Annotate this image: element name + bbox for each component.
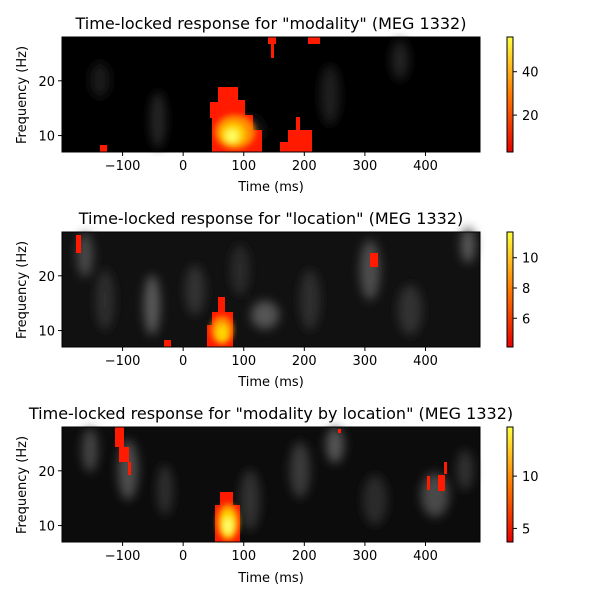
- heatmap-area: [62, 427, 480, 542]
- x-tick-label: 200: [292, 549, 317, 564]
- x-tick-label: 0: [179, 354, 187, 369]
- significant-region: [280, 117, 312, 152]
- x-tick-label: 200: [292, 159, 317, 174]
- significant-region: [164, 340, 171, 347]
- chart-title: Time-locked response for "modality" (MEG…: [75, 14, 467, 33]
- x-tick-label: 400: [413, 159, 438, 174]
- heatmap-area: [62, 227, 480, 347]
- x-axis: −100 0 100 200 300 400: [105, 542, 438, 564]
- y-tick-label: 20: [38, 75, 55, 90]
- y-tick-label: 10: [38, 130, 55, 145]
- plot-frame: [61, 231, 481, 348]
- y-tick-label: 20: [38, 465, 55, 480]
- y-axis: 10 20: [38, 270, 62, 340]
- y-axis-label: Frequency (Hz): [15, 436, 30, 534]
- x-axis-label: Time (ms): [237, 375, 304, 390]
- chart-title: Time-locked response for "modality by lo…: [28, 404, 513, 423]
- significant-region: [215, 492, 240, 542]
- x-tick-label: −100: [105, 354, 141, 369]
- x-tick-label: 200: [292, 354, 317, 369]
- x-tick-label: −100: [105, 549, 141, 564]
- x-tick-label: 100: [231, 549, 256, 564]
- significant-region: [207, 297, 233, 347]
- significant-region: [427, 462, 447, 491]
- y-axis-label: Frequency (Hz): [15, 241, 30, 339]
- y-axis: 10 20: [38, 465, 62, 535]
- y-tick-label: 10: [38, 520, 55, 535]
- panel-location: Time-locked response for "location" (MEG…: [15, 209, 539, 390]
- x-tick-label: 300: [352, 159, 377, 174]
- x-tick-label: 100: [231, 354, 256, 369]
- significant-region: [338, 429, 341, 433]
- y-axis-label: Frequency (Hz): [15, 46, 30, 144]
- x-axis-label: Time (ms): [237, 571, 304, 586]
- significant-region: [100, 145, 107, 152]
- colorbar-gradient: [506, 36, 514, 153]
- colorbar-gradient: [506, 231, 514, 348]
- significant-region: [76, 235, 81, 253]
- y-axis: 10 20: [38, 75, 62, 145]
- x-tick-label: −100: [105, 159, 141, 174]
- x-tick-label: 400: [413, 354, 438, 369]
- significant-region: [210, 87, 262, 152]
- colorbar-tick-label: 6: [522, 312, 530, 327]
- plot-frame: [61, 426, 481, 543]
- colorbar-tick-label: 10: [522, 470, 539, 485]
- x-tick-label: 100: [231, 159, 256, 174]
- x-axis: −100 0 100 200 300 400: [105, 347, 438, 369]
- panel-modality-by-location: Time-locked response for "modality by lo…: [15, 404, 539, 586]
- significant-region: [370, 253, 378, 267]
- colorbar-gradient: [506, 426, 514, 543]
- x-tick-label: 400: [413, 549, 438, 564]
- colorbar: 5 10: [506, 426, 539, 543]
- significant-region: [115, 427, 131, 475]
- grey-texture: [77, 227, 475, 335]
- x-axis: −100 0 100 200 300 400: [105, 152, 438, 174]
- colorbar-tick-label: 40: [522, 66, 539, 81]
- colorbar-tick-label: 5: [522, 522, 530, 537]
- chart-title: Time-locked response for "location" (MEG…: [78, 209, 463, 228]
- panel-modality: Time-locked response for "modality" (MEG…: [15, 14, 539, 195]
- significant-region: [268, 37, 276, 58]
- significant-region: [308, 37, 320, 44]
- colorbar-tick-label: 20: [522, 109, 539, 124]
- heatmap-area: [62, 37, 480, 152]
- plot-frame: [61, 36, 481, 153]
- y-tick-label: 10: [38, 325, 55, 340]
- colorbar: 6 8 10: [506, 231, 539, 348]
- x-tick-label: 300: [352, 549, 377, 564]
- x-tick-label: 0: [179, 549, 187, 564]
- colorbar-tick-label: 8: [522, 282, 530, 297]
- colorbar-tick-label: 10: [522, 252, 539, 267]
- x-axis-label: Time (ms): [237, 180, 304, 195]
- y-tick-label: 20: [38, 270, 55, 285]
- x-tick-label: 300: [352, 354, 377, 369]
- x-tick-label: 0: [179, 159, 187, 174]
